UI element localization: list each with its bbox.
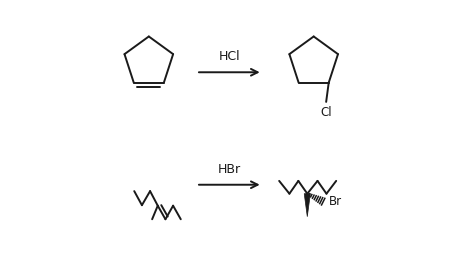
Polygon shape [304, 194, 310, 217]
Text: Cl: Cl [320, 106, 332, 120]
Text: Br: Br [328, 195, 342, 208]
Text: HCl: HCl [219, 50, 240, 63]
Text: HBr: HBr [218, 163, 241, 176]
